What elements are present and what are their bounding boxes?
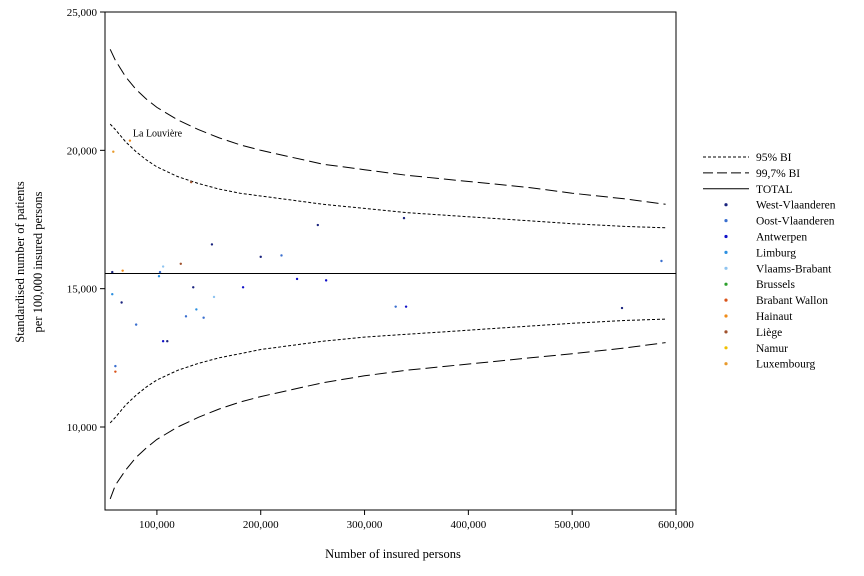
data-point <box>179 262 182 265</box>
legend-label: Oost-Vlaanderen <box>756 216 835 228</box>
legend-point-swatch <box>724 266 728 270</box>
x-tick-label: 200,000 <box>243 519 279 531</box>
legend-label: Brussels <box>756 279 796 291</box>
data-point <box>166 340 169 343</box>
data-point <box>316 223 320 227</box>
data-point <box>121 269 124 272</box>
data-point <box>114 364 117 368</box>
x-tick-label: 100,000 <box>139 519 175 531</box>
legend-label: Luxembourg <box>756 359 815 371</box>
data-point <box>112 150 115 153</box>
x-tick-label: 300,000 <box>347 519 383 531</box>
legend-point-swatch <box>724 282 728 286</box>
legend-label: West-Vlaanderen <box>756 200 836 212</box>
legend-label: Limburg <box>756 247 796 259</box>
data-point <box>202 316 205 319</box>
data-point <box>295 277 299 281</box>
data-point <box>111 293 114 296</box>
data-point <box>184 315 188 318</box>
data-point <box>111 270 114 274</box>
legend-point-swatch <box>724 298 728 302</box>
annotation-label: La Louvière <box>133 129 183 140</box>
y-axis-title-line-1: Standardised number of patients <box>13 181 27 343</box>
legend-label: Hainaut <box>756 311 793 323</box>
legend-point-swatch <box>724 346 728 350</box>
data-point <box>189 180 193 184</box>
data-point <box>324 279 328 282</box>
data-point <box>128 139 132 142</box>
data-point <box>114 370 117 373</box>
y-tick-label: 15,000 <box>67 284 98 296</box>
x-tick-label: 500,000 <box>554 519 590 531</box>
ci95-upper-line <box>109 123 666 229</box>
data-point <box>241 286 245 289</box>
data-point <box>134 323 138 326</box>
legend-point-swatch <box>724 219 728 223</box>
data-point <box>620 306 624 310</box>
legend-label: Vlaams-Brabant <box>756 263 832 275</box>
ci997-lower-line <box>109 342 666 500</box>
legend-point-swatch <box>724 362 728 366</box>
legend-label: Brabant Wallon <box>756 295 828 307</box>
ci95-lower-line <box>109 318 666 424</box>
data-point <box>158 270 162 274</box>
legend-label: Namur <box>756 343 788 355</box>
data-point <box>120 301 123 304</box>
data-point <box>157 275 161 278</box>
data-point <box>404 305 408 308</box>
ci997-upper-line <box>109 49 666 205</box>
x-tick-label: 400,000 <box>450 519 486 531</box>
legend-label: Liège <box>756 327 782 339</box>
data-point <box>280 254 283 257</box>
x-axis-title: Number of insured persons <box>325 547 461 561</box>
data-point <box>161 340 165 343</box>
plot-frame <box>104 11 677 511</box>
legend-label: 95% BI <box>756 152 792 164</box>
data-point <box>212 295 216 299</box>
data-point <box>259 255 262 259</box>
data-point <box>660 259 663 263</box>
legend-label: TOTAL <box>756 184 793 196</box>
data-point <box>210 243 214 246</box>
y-axis-title: Standardised number of patients per 100,… <box>13 181 45 343</box>
y-tick-label: 20,000 <box>67 145 98 157</box>
legend-point-swatch <box>724 314 728 318</box>
y-tick-label: 10,000 <box>67 422 98 434</box>
legend-point-swatch <box>724 330 728 334</box>
legend-point-swatch <box>724 250 728 254</box>
legend-point-swatch <box>724 203 728 207</box>
y-axis-title-line-2: per 100,000 insured persons <box>31 191 45 332</box>
legend: 95% BI 99,7% BI TOTAL West-Vlaanderen Oost-V… <box>703 152 836 371</box>
data-point <box>402 216 406 220</box>
x-tick-label: 600,000 <box>658 519 694 531</box>
data-point <box>161 265 165 268</box>
legend-point-swatch <box>724 234 728 239</box>
y-tick-label: 25,000 <box>67 7 98 19</box>
data-point <box>192 286 195 289</box>
data-point <box>195 308 198 311</box>
data-point <box>394 305 397 308</box>
legend-label: 99,7% BI <box>756 168 800 180</box>
legend-label: Antwerpen <box>756 232 807 244</box>
